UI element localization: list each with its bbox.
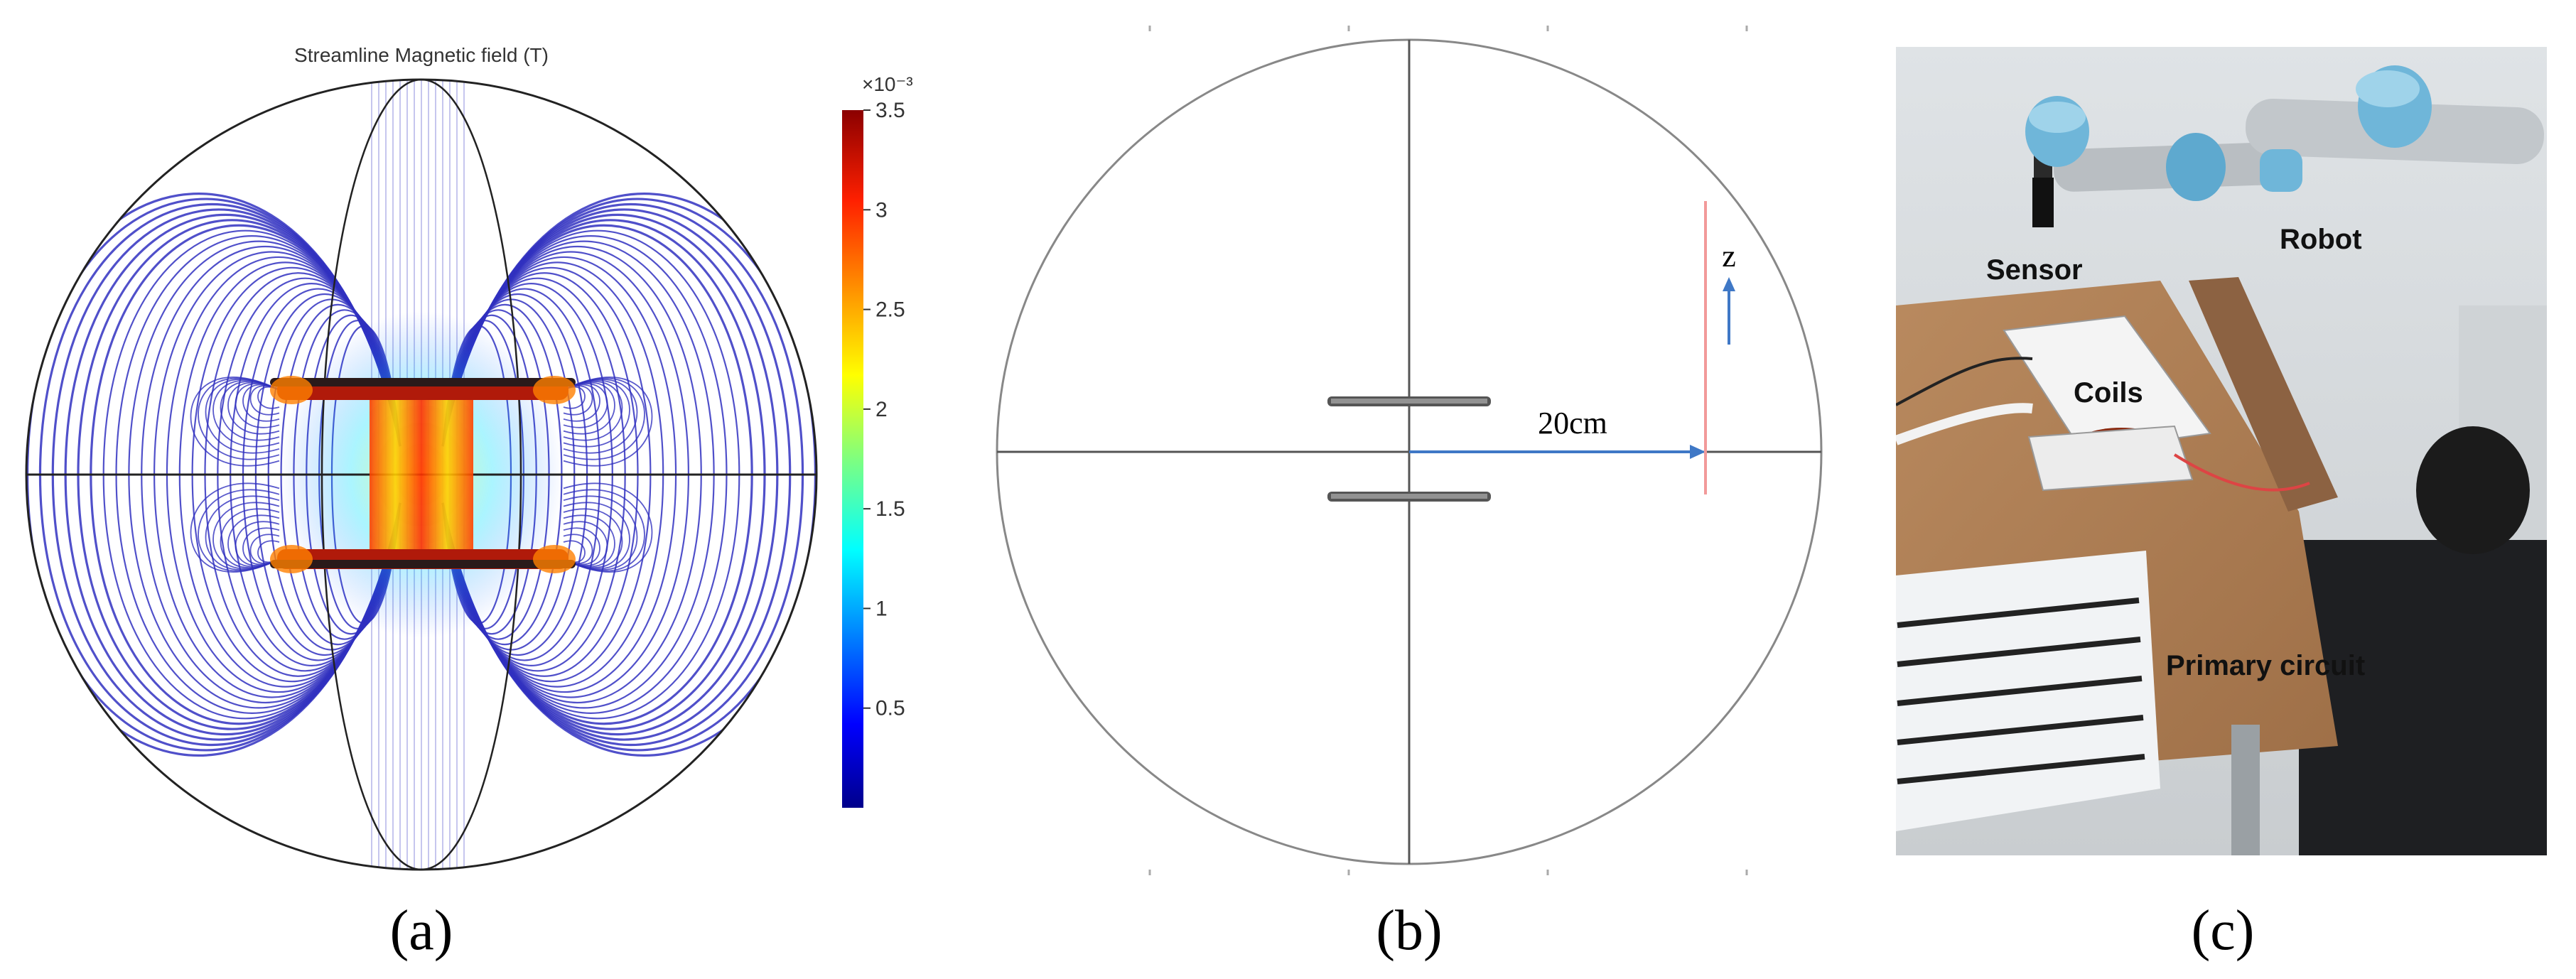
colorbar: ×10⁻³ 3.5 3 2.5 2 1.5 1 0.5 — [842, 73, 913, 808]
robot-arm — [2025, 65, 2544, 227]
field-streamline — [563, 382, 615, 435]
field-streamline — [198, 489, 280, 572]
field-streamline — [563, 381, 623, 441]
colorbar-tick-label: 3.5 — [875, 99, 905, 122]
colorbar-tick-label: 2 — [875, 398, 888, 421]
field-streamline — [235, 383, 280, 428]
field-streamline — [563, 383, 608, 428]
primary-circuit-label: Primary circuit — [2166, 650, 2365, 681]
field-streamline — [198, 377, 280, 460]
z-arrowhead — [1723, 277, 1735, 291]
field-streamline — [220, 381, 280, 441]
panel-label-c: (c) — [2191, 899, 2255, 962]
field-streamline — [249, 534, 280, 564]
black-chair — [2299, 540, 2547, 855]
colorbar-tick-label: 1 — [875, 597, 888, 620]
panel-b-geometry: 20cm z — [996, 26, 1823, 875]
colorbar-tick-label: 3 — [875, 198, 888, 222]
coils-label: Coils — [2074, 377, 2143, 409]
field-streamline — [227, 382, 280, 435]
field-streamline — [441, 193, 817, 757]
colorbar-tick-label: 0.5 — [875, 697, 905, 720]
field-streamline — [563, 379, 638, 454]
coil-platform — [2003, 315, 2211, 453]
field-streamline — [563, 385, 593, 416]
field-streamline — [212, 502, 280, 570]
robot-label: Robot — [2280, 224, 2362, 255]
coil-cross-section — [1327, 396, 1491, 502]
field-streamline — [563, 514, 615, 568]
colorbar-gradient — [842, 110, 863, 808]
z-axis-label: z — [1722, 239, 1736, 274]
box-vents — [1897, 597, 2145, 784]
field-streamline — [220, 508, 280, 568]
frame-ticks — [1148, 26, 1748, 875]
colorbar-tick-label: 2.5 — [875, 298, 905, 322]
field-streamline — [563, 508, 623, 568]
field-streamline — [235, 521, 280, 566]
field-streamline — [212, 379, 280, 448]
field-streamline — [563, 377, 645, 460]
field-streamline — [563, 489, 645, 572]
field-streamline — [563, 377, 653, 467]
field-streamline — [563, 482, 653, 573]
field-streamline — [205, 379, 280, 454]
coil-pair — [270, 376, 576, 573]
distance-arrowhead — [1690, 445, 1705, 459]
colorbar-tick-label: 1.5 — [875, 497, 905, 521]
panel-a-simulation: Streamline Magnetic field (T) ×10⁻³ 3.5 3… — [25, 44, 913, 871]
panel-c-photo: Sensor Robot Coils Primary circuit — [1896, 47, 2547, 855]
panel-label-b: (b) — [1376, 899, 1443, 962]
distance-label: 20cm — [1538, 406, 1607, 440]
sensor-label: Sensor — [1986, 254, 2083, 286]
field-streamline — [563, 495, 638, 570]
field-streamline — [563, 521, 608, 566]
field-streamline — [563, 379, 630, 448]
colorbar-exponent: ×10⁻³ — [862, 73, 913, 95]
panel-label-a: (a) — [389, 899, 453, 962]
field-streamline — [190, 377, 280, 467]
field-streamline — [190, 482, 280, 573]
field-streamline — [249, 385, 280, 416]
field-streamline — [205, 495, 280, 570]
field-streamline — [563, 534, 593, 564]
field-streamline — [26, 193, 402, 757]
field-streamline — [227, 514, 280, 568]
panel-a-title: Streamline Magnetic field (T) — [294, 44, 549, 66]
field-streamline — [563, 502, 630, 570]
black-device — [2416, 426, 2530, 554]
